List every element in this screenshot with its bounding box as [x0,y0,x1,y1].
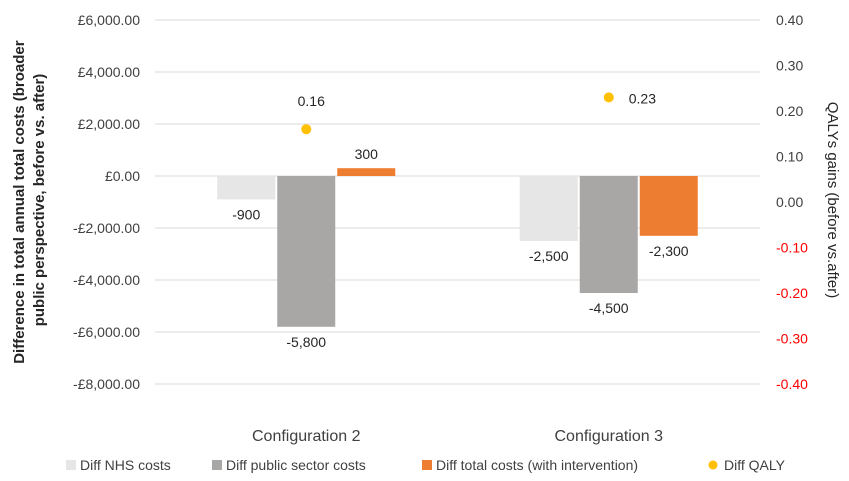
y2-tick-label: -0.30 [776,331,808,347]
bar-total-costs [639,176,698,236]
y2-tick-label: 0.30 [776,58,803,74]
bar-nhs [519,176,578,241]
qaly-point [603,92,614,103]
y-axis-title-line-1: Difference in total annual total costs (… [11,40,28,364]
y2-tick-label: -0.40 [776,376,808,392]
bars [217,168,698,327]
y-tick-label: £4,000.00 [78,64,140,80]
y-axis-title: Difference in total annual total costs (… [11,36,48,364]
bar-data-label: -5,800 [286,334,326,350]
legend-label-total-costs: Diff total costs (with intervention) [436,457,638,473]
y2-axis-ticks: 0.40 0.30 0.20 0.10 0.00 -0.10 -0.20 -0.30 -0.40 [776,12,808,392]
y-tick-label: -£2,000.00 [73,220,140,236]
y2-tick-label: 0.10 [776,149,803,165]
legend-label-public-sector: Diff public sector costs [226,457,366,473]
y-tick-label: -£8,000.00 [73,376,140,392]
category-labels: Configuration 2 Configuration 3 [252,428,663,445]
qaly-point [301,124,312,135]
legend-swatch-total-costs [422,460,432,470]
bar-data-label: -2,300 [649,243,689,259]
legend-swatch-public-sector [212,460,222,470]
legend-marker-qaly [708,460,718,470]
y-tick-label: £0.00 [105,168,140,184]
y-axis-title-line-2: public perspective, before vs. after) [31,74,48,327]
y2-tick-label: -0.10 [776,240,808,256]
y-tick-label: £6,000.00 [78,12,140,28]
bar-data-label: -4,500 [589,300,629,316]
bar-public-sector [277,176,336,327]
qaly-data-label: 0.23 [629,90,656,106]
bar-total-costs [337,168,396,176]
y-axis-ticks: £6,000.00 £4,000.00 £2,000.00 £0.00 -£2,000.… [73,12,140,392]
data-labels: -900 -5,800 300 -2,500 -4,500 -2,300 0.16 0.23 [232,90,689,349]
y2-tick-label: 0.20 [776,103,803,119]
category-label: Configuration 2 [252,428,361,445]
bar-data-label: -900 [232,206,260,222]
y2-axis-title: QALYs gains (before vs.after) [824,102,841,298]
legend-swatch-nhs [66,460,76,470]
legend-label-nhs: Diff NHS costs [80,457,171,473]
category-label: Configuration 3 [554,428,663,445]
y-tick-label: -£6,000.00 [73,324,140,340]
bar-data-label: 300 [355,146,379,162]
y2-tick-label: 0.00 [776,194,803,210]
legend: Diff NHS costs Diff public sector costs … [66,457,786,473]
y2-tick-label: -0.20 [776,285,808,301]
y2-tick-label: 0.40 [776,12,803,28]
bar-nhs [217,176,276,200]
y-tick-label: £2,000.00 [78,116,140,132]
bar-public-sector [579,176,638,293]
qaly-data-label: 0.16 [298,93,325,109]
legend-label-qaly: Diff QALY [724,457,786,473]
qaly-points [301,92,614,135]
bar-data-label: -2,500 [529,248,569,264]
y-tick-label: -£4,000.00 [73,272,140,288]
